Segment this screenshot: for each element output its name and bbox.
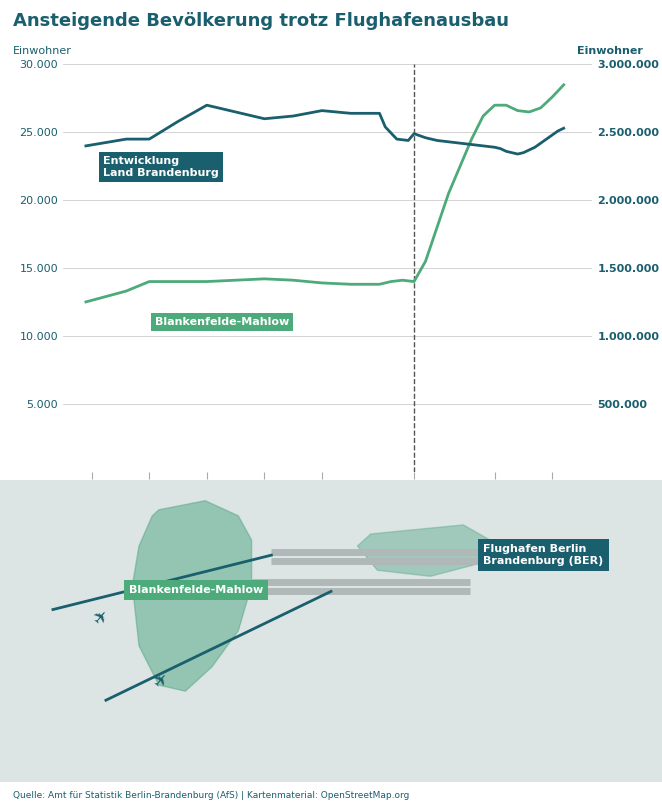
Text: Entwicklung
Land Brandenburg: Entwicklung Land Brandenburg xyxy=(103,156,219,178)
Text: Entscheidung
für den Flughafen
Berlin Brandenburg: Entscheidung für den Flughafen Berlin Br… xyxy=(359,585,469,619)
Text: Blankenfelde-Mahlow: Blankenfelde-Mahlow xyxy=(129,585,263,595)
Polygon shape xyxy=(132,501,252,692)
Text: Einwohner: Einwohner xyxy=(577,46,643,56)
Polygon shape xyxy=(357,525,490,576)
Text: ✈: ✈ xyxy=(91,605,115,629)
Text: Quelle: Amt für Statistik Berlin-Brandenburg (AfS) | Kartenmaterial: OpenStreetM: Quelle: Amt für Statistik Berlin-Branden… xyxy=(13,791,410,800)
Text: Flughafen Berlin
Brandenburg (BER): Flughafen Berlin Brandenburg (BER) xyxy=(483,544,604,566)
Text: Ansteigende Bevölkerung trotz Flughafenausbau: Ansteigende Bevölkerung trotz Flughafena… xyxy=(13,12,509,30)
Text: ✈: ✈ xyxy=(150,669,174,692)
Text: Einwohner: Einwohner xyxy=(13,46,71,56)
Text: Blankenfelde-Mahlow: Blankenfelde-Mahlow xyxy=(155,317,289,327)
